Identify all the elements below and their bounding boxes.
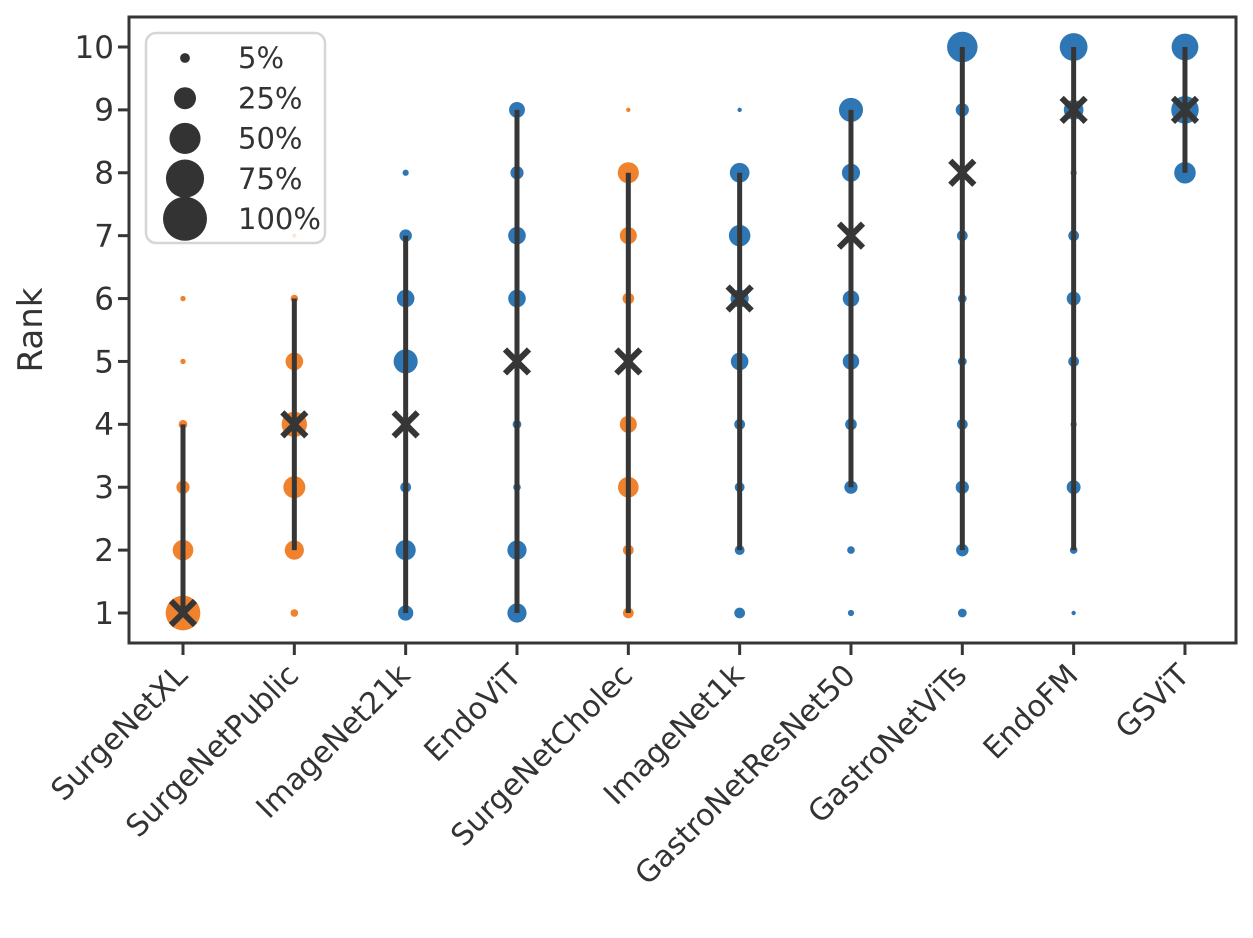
bubble-rank-1	[734, 607, 746, 619]
legend-label-25pct: 25%	[238, 81, 302, 115]
mean-rank-marker	[391, 410, 420, 439]
mean-rank-marker	[1059, 95, 1088, 125]
series-endovit	[502, 101, 532, 623]
legend-bubble-100pct	[163, 196, 207, 241]
legend-bubble-50pct	[169, 122, 201, 154]
bubble-rank-2	[847, 546, 855, 554]
series-surgenetcholec	[614, 107, 643, 619]
mean-rank-marker	[1170, 95, 1200, 125]
y-tick-label: 2	[94, 533, 114, 569]
series-imagenet21k	[391, 169, 420, 621]
legend-label-5pct: 5%	[238, 41, 284, 75]
mean-rank-marker	[168, 598, 198, 628]
mean-rank-marker	[614, 347, 643, 376]
legend-bubble-5pct	[180, 53, 190, 63]
mean-rank-marker	[725, 284, 754, 313]
y-axis-label: Rank	[11, 287, 51, 372]
bubble-rank-9	[626, 107, 631, 113]
y-tick-label: 8	[94, 156, 114, 192]
y-tick-label: 7	[94, 219, 114, 255]
series-gastronetresnet50	[836, 97, 866, 617]
series-gastronetvits	[947, 31, 978, 618]
mean-rank-marker	[948, 158, 977, 187]
series-gsvit	[1170, 33, 1200, 184]
bubble-rank-1	[290, 609, 299, 617]
legend-label-50pct: 50%	[238, 122, 302, 156]
y-tick-label: 9	[94, 93, 114, 129]
y-tick-label: 5	[94, 344, 114, 380]
series-imagenet1k	[725, 107, 754, 619]
bubble-rank-9	[737, 107, 742, 113]
bubble-rank-5	[180, 358, 186, 365]
bubble-rank-8	[402, 169, 409, 176]
y-tick-label: 1	[94, 596, 114, 632]
series-surgenetpublic	[280, 233, 309, 617]
legend-label-100pct: 100%	[238, 202, 321, 236]
legend-label-75pct: 75%	[238, 162, 302, 196]
plot-border	[127, 15, 1238, 645]
mean-rank-marker	[502, 347, 532, 376]
y-tick-label: 6	[94, 281, 114, 317]
x-tick-label-gsvit: GSViT	[1109, 657, 1197, 745]
bubble-rank-6	[180, 295, 186, 302]
bubble-rank-1	[1071, 610, 1076, 616]
y-tick-label: 3	[94, 470, 114, 506]
bubble-rank-1	[847, 609, 855, 617]
series-layer	[165, 31, 1200, 631]
series-surgenetxl	[165, 295, 201, 631]
legend-bubble-75pct	[165, 159, 205, 198]
x-tick-label-gastronetresnet50: GastroNetResNet50	[628, 658, 862, 892]
legend: 5% 25% 50% 75% 100%	[144, 31, 327, 245]
legend-bubble-25pct	[174, 87, 196, 110]
series-endofm	[1059, 33, 1088, 616]
mean-rank-marker	[836, 221, 866, 250]
x-tick-label-endofm: EndoFM	[977, 658, 1086, 767]
x-tick-label-endovit: EndoViT	[418, 657, 529, 768]
y-tick-label: 10	[75, 30, 114, 66]
bubble-rank-1	[957, 608, 967, 618]
y-tick-label: 4	[94, 407, 114, 443]
mean-rank-marker	[280, 410, 309, 439]
